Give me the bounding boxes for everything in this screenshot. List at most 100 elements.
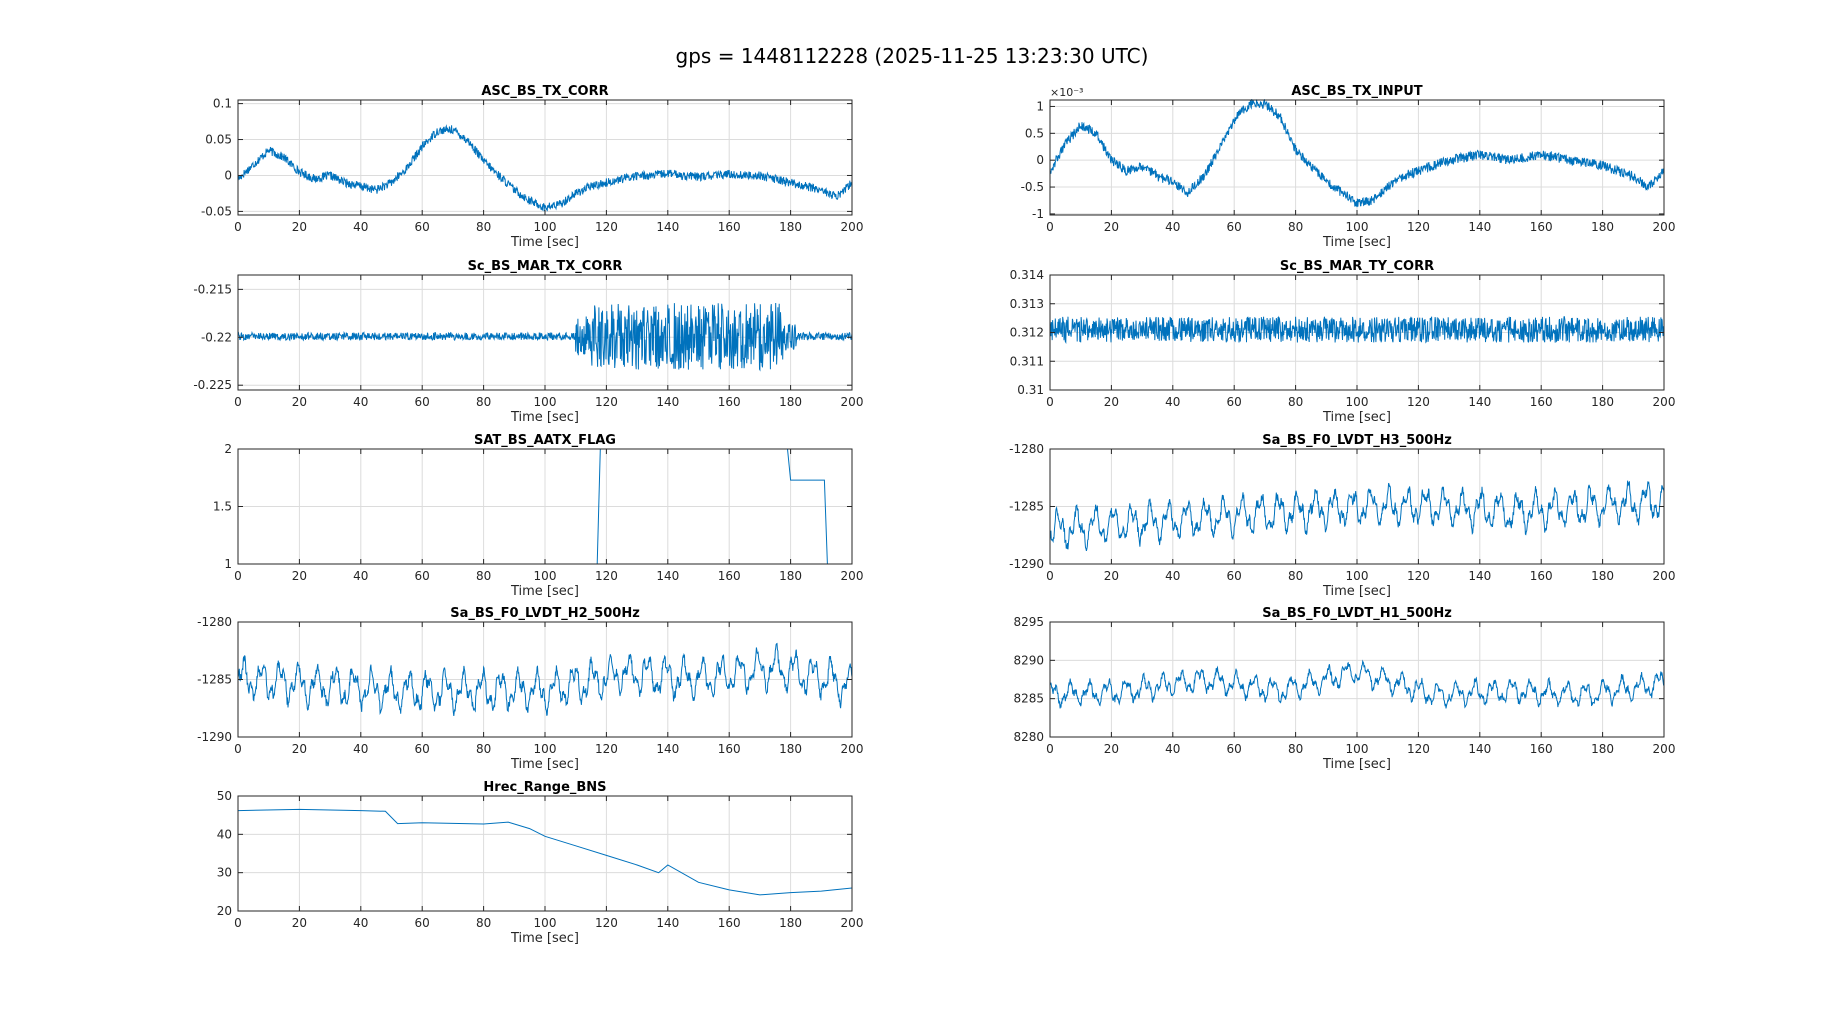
x-tick-label: 20: [292, 742, 307, 756]
x-tick-label: 160: [718, 220, 741, 234]
y-tick-label: 0.313: [1010, 297, 1044, 311]
x-tick-label: 60: [1227, 395, 1242, 409]
x-tick-label: 100: [1346, 395, 1369, 409]
y-tick-label: 2: [224, 442, 232, 456]
x-tick-label: 120: [1407, 569, 1430, 583]
x-tick-label: 40: [353, 395, 368, 409]
x-tick-label: 180: [779, 569, 802, 583]
y-tick-label: -0.22: [201, 330, 232, 344]
x-tick-label: 200: [1653, 395, 1676, 409]
x-tick-label: 0: [234, 395, 242, 409]
x-tick-label: 200: [1653, 220, 1676, 234]
y-tick-label: 0: [224, 168, 232, 182]
y-tick-label: -0.5: [1021, 180, 1044, 194]
y-tick-label: 0: [1036, 153, 1044, 167]
x-tick-label: 180: [1591, 569, 1614, 583]
y-tick-label: 50: [217, 789, 232, 803]
panel-sc-bs-mar-ty-corr: 0 20 40 60 80 100 120 140 160 180 200 0.31 0.311 0.31…: [1010, 259, 1676, 425]
panel-asc-bs-tx-corr: 0 20 40 60 80 100 120 140 160 180 200-0.0500.050.1…: [201, 84, 864, 250]
x-tick-label: 200: [841, 395, 864, 409]
y-tick-label: 0.311: [1010, 354, 1044, 368]
x-tick-label: 120: [595, 395, 618, 409]
x-tick-label: 180: [779, 916, 802, 930]
x-tick-label: 40: [353, 742, 368, 756]
x-tick-label: 140: [656, 569, 679, 583]
x-tick-label: 100: [534, 395, 557, 409]
x-tick-label: 20: [1104, 220, 1119, 234]
y-tick-label: 0.05: [205, 133, 232, 147]
x-tick-label: 140: [1468, 395, 1491, 409]
x-tick-label: 60: [415, 742, 430, 756]
series-line: [1050, 99, 1664, 208]
x-tick-label: 160: [1530, 742, 1553, 756]
x-tick-label: 0: [234, 569, 242, 583]
y-tick-label: 0.312: [1010, 326, 1044, 340]
panel-sat-bs-aatx-flag: 0 20 40 60 80 100 120 140 160 180 200 1 1.5 2 SAT_BS_A…: [213, 433, 864, 599]
x-tick-label: 180: [1591, 395, 1614, 409]
y-tick-label: 0.31: [1017, 383, 1044, 397]
x-tick-label: 200: [1653, 569, 1676, 583]
y-tick-label: 40: [217, 827, 232, 841]
y-tick-label: -1290: [1009, 557, 1044, 571]
series-line: [238, 124, 852, 212]
x-tick-label: 100: [1346, 220, 1369, 234]
x-axis-label: Time [sec]: [1322, 410, 1391, 425]
x-tick-label: 80: [1288, 742, 1303, 756]
y-tick-label: 0.1: [213, 97, 232, 111]
panel-hrec-range-bns: 0 20 40 60 80 100 120 140 160 180 20020304050Hrec_…: [217, 780, 864, 946]
y-tick-label: 20: [217, 904, 232, 918]
x-tick-label: 80: [476, 220, 491, 234]
x-tick-label: 0: [1046, 220, 1054, 234]
x-tick-label: 200: [841, 742, 864, 756]
x-axis-label: Time [sec]: [510, 584, 579, 599]
x-tick-label: 140: [1468, 569, 1491, 583]
panel-title: Sa_BS_F0_LVDT_H1_500Hz: [1262, 606, 1452, 621]
x-axis-label: Time [sec]: [510, 757, 579, 772]
x-tick-label: 40: [353, 220, 368, 234]
series-line: [238, 808, 852, 896]
x-tick-label: 160: [718, 742, 741, 756]
panel-asc-bs-tx-input: 0 20 40 60 80 100 120 140 160 180 200 -1 -0.5 0 0.5 1 ×1…: [1021, 84, 1676, 250]
series-line: [1050, 659, 1664, 709]
panel-title: ASC_BS_TX_INPUT: [1291, 84, 1422, 99]
x-tick-label: 140: [656, 742, 679, 756]
x-tick-label: 120: [595, 742, 618, 756]
series-line: [238, 302, 852, 372]
y-tick-label: 8285: [1013, 692, 1044, 706]
x-axis-label: Time [sec]: [510, 931, 579, 946]
x-tick-label: 40: [1165, 220, 1180, 234]
panel-sa-bs-f0-lvdt-h1: 0 20 40 60 80 100 120 140 160 180 200 8280 8285 8290 8…: [1013, 606, 1675, 772]
x-tick-label: 0: [1046, 395, 1054, 409]
y-tick-label: -0.215: [193, 282, 232, 296]
x-tick-label: 80: [1288, 569, 1303, 583]
x-tick-label: 180: [779, 395, 802, 409]
x-tick-label: 0: [1046, 569, 1054, 583]
y-tick-label: 8295: [1013, 615, 1044, 629]
x-tick-label: 140: [656, 916, 679, 930]
x-tick-label: 100: [1346, 742, 1369, 756]
x-tick-label: 140: [656, 395, 679, 409]
x-tick-label: 60: [415, 395, 430, 409]
panel-title: Sc_BS_MAR_TX_CORR: [468, 259, 623, 274]
x-tick-label: 80: [476, 742, 491, 756]
x-tick-label: 200: [841, 569, 864, 583]
x-tick-label: 140: [1468, 220, 1491, 234]
x-tick-label: 160: [1530, 395, 1553, 409]
x-tick-label: 120: [595, 569, 618, 583]
panel-sa-bs-f0-lvdt-h2: 0 20 40 60 80 100 120 140 160 180 200 -1290 -1285 -12…: [197, 606, 863, 772]
x-tick-label: 60: [1227, 569, 1242, 583]
x-tick-label: 100: [1346, 569, 1369, 583]
x-tick-label: 100: [534, 916, 557, 930]
series-line: [1050, 480, 1664, 552]
y-tick-label: -1: [1032, 207, 1044, 221]
x-tick-label: 20: [1104, 569, 1119, 583]
x-tick-label: 40: [353, 916, 368, 930]
panel-sc-bs-mar-tx-corr: 0 20 40 60 80 100 120 140 160 180 200 -0.225 -0.22 -0…: [193, 259, 863, 425]
x-axis-label: Time [sec]: [1322, 584, 1391, 599]
x-tick-label: 180: [779, 742, 802, 756]
x-axis-label: Time [sec]: [510, 410, 579, 425]
x-tick-label: 180: [1591, 220, 1614, 234]
x-tick-label: 0: [234, 742, 242, 756]
x-tick-label: 80: [1288, 395, 1303, 409]
